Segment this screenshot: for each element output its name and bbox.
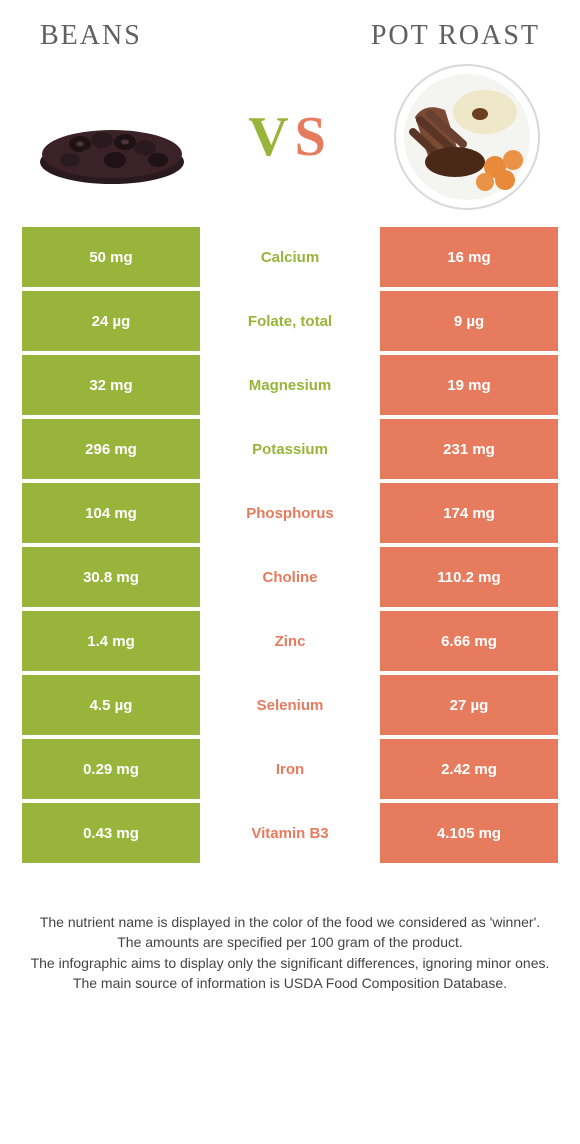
nutrient-label: Selenium — [200, 675, 380, 735]
table-row: 0.43 mgVitamin B34.105 mg — [22, 803, 558, 863]
left-value: 1.4 mg — [22, 611, 200, 671]
right-value: 4.105 mg — [380, 803, 558, 863]
table-row: 0.29 mgIron2.42 mg — [22, 739, 558, 799]
nutrient-label: Choline — [200, 547, 380, 607]
right-value: 27 µg — [380, 675, 558, 735]
right-value: 9 µg — [380, 291, 558, 351]
nutrient-label: Phosphorus — [200, 483, 380, 543]
table-row: 104 mgPhosphorus174 mg — [22, 483, 558, 543]
left-value: 50 mg — [22, 227, 200, 287]
left-value: 32 mg — [22, 355, 200, 415]
left-value: 24 µg — [22, 291, 200, 351]
left-value: 4.5 µg — [22, 675, 200, 735]
left-value: 0.43 mg — [22, 803, 200, 863]
vs-s-letter: S — [295, 106, 332, 168]
vs-label: VS — [248, 105, 332, 169]
beans-image — [30, 72, 195, 202]
left-value: 30.8 mg — [22, 547, 200, 607]
footer-line-1: The nutrient name is displayed in the co… — [30, 912, 550, 932]
footer-line-2: The amounts are specified per 100 gram o… — [30, 932, 550, 952]
table-row: 296 mgPotassium231 mg — [22, 419, 558, 479]
table-row: 30.8 mgCholine110.2 mg — [22, 547, 558, 607]
right-value: 231 mg — [380, 419, 558, 479]
pot-roast-image — [385, 72, 550, 202]
left-food-title: Beans — [40, 20, 142, 52]
right-value: 2.42 mg — [380, 739, 558, 799]
left-value: 104 mg — [22, 483, 200, 543]
right-value: 110.2 mg — [380, 547, 558, 607]
right-value: 6.66 mg — [380, 611, 558, 671]
nutrient-label: Zinc — [200, 611, 380, 671]
vs-v-letter: V — [248, 106, 294, 168]
header-titles: Beans Pot roast — [0, 0, 580, 67]
table-row: 24 µgFolate, total9 µg — [22, 291, 558, 351]
table-row: 50 mgCalcium16 mg — [22, 227, 558, 287]
nutrient-label: Vitamin B3 — [200, 803, 380, 863]
nutrient-label: Calcium — [200, 227, 380, 287]
nutrient-label: Iron — [200, 739, 380, 799]
right-value: 19 mg — [380, 355, 558, 415]
left-value: 0.29 mg — [22, 739, 200, 799]
nutrient-label: Magnesium — [200, 355, 380, 415]
right-food-title: Pot roast — [371, 20, 540, 52]
nutrient-label: Potassium — [200, 419, 380, 479]
comparison-table: 50 mgCalcium16 mg24 µgFolate, total9 µg3… — [0, 227, 580, 863]
footer-line-4: The main source of information is USDA F… — [30, 973, 550, 993]
images-row: VS — [0, 67, 580, 227]
footer-line-3: The infographic aims to display only the… — [30, 953, 550, 973]
table-row: 32 mgMagnesium19 mg — [22, 355, 558, 415]
table-row: 4.5 µgSelenium27 µg — [22, 675, 558, 735]
table-row: 1.4 mgZinc6.66 mg — [22, 611, 558, 671]
left-value: 296 mg — [22, 419, 200, 479]
footer-notes: The nutrient name is displayed in the co… — [0, 867, 580, 993]
nutrient-label: Folate, total — [200, 291, 380, 351]
right-value: 16 mg — [380, 227, 558, 287]
right-value: 174 mg — [380, 483, 558, 543]
